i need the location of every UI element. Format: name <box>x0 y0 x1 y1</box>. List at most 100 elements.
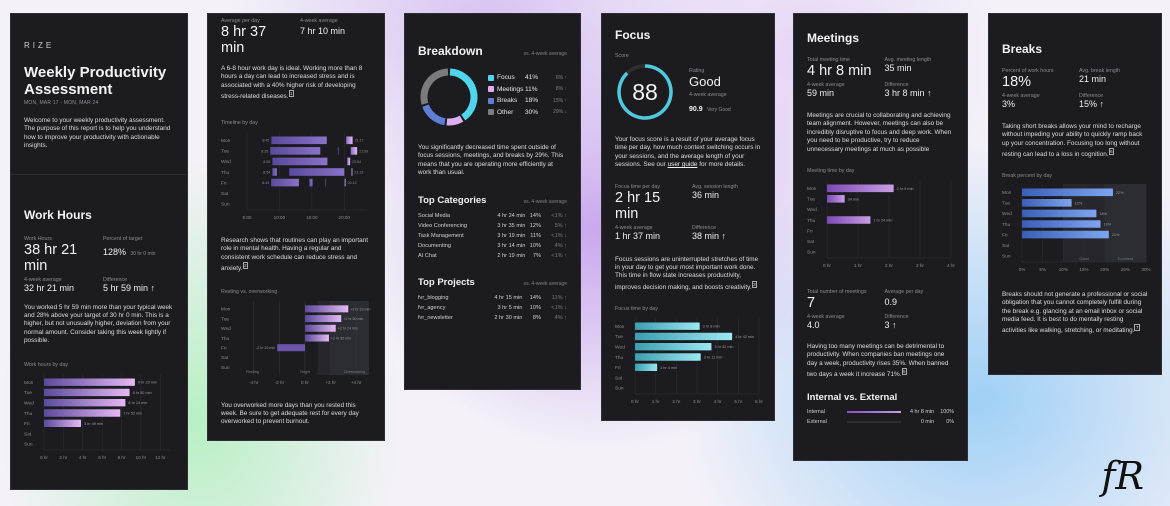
timeline-segment <box>271 178 299 187</box>
workday-description: A 6-8 hour work day is ideal. Working mo… <box>221 65 371 102</box>
x-tick-label: 8 hr <box>118 455 126 460</box>
bar <box>635 322 700 331</box>
breaks-4wk-label: 4-week average <box>1002 93 1040 99</box>
category-pct: 14% <box>529 212 541 219</box>
y-tick-label: Sat <box>807 239 815 245</box>
meeting-per-day-label: Average per day <box>884 289 924 296</box>
y-tick-label: Mon <box>1002 190 1012 196</box>
target-value: 30 hr 0 min <box>130 250 156 257</box>
start-time-label: 8:54 <box>263 170 270 174</box>
citation-5[interactable]: 5 <box>901 368 908 376</box>
focus-desc-text: Your focus score is a result of your ave… <box>615 136 761 169</box>
bar-value-label: 18% <box>1099 212 1107 216</box>
timeline-segment <box>272 167 277 176</box>
y-tick-label: Wed <box>221 326 231 332</box>
x-tick-label: 25% <box>1121 267 1130 272</box>
bar-value-label: 3 hr 49 min <box>84 421 103 425</box>
meeting-per-day-value: 0.9 <box>884 297 898 308</box>
timeline-segment <box>271 136 327 144</box>
project-delta: 11% ↑ <box>551 294 567 301</box>
category-row: Video Conferencing 3 hr 35 min 12% 5% ↑ <box>418 221 567 231</box>
start-time-label: 8:55 <box>263 160 270 164</box>
y-tick-label: Mon <box>615 324 625 330</box>
legend-delta: 15% ↑ <box>553 97 567 104</box>
y-tick-label: Sat <box>221 355 229 361</box>
y-tick-label: Thu <box>221 335 230 341</box>
top-categories-vs-label: vs. 4-week average <box>523 198 567 205</box>
bar-value-label: 21% <box>1112 233 1120 237</box>
citation-3[interactable]: 3 <box>751 280 758 288</box>
meetings-diff-label: Difference <box>884 82 909 88</box>
meeting-count-value: 7 <box>807 295 816 312</box>
bar-value-label: -2 hr 10 min <box>256 346 275 350</box>
timeline-chart: 5:00 10:00 15:00 20:00 Mon 8:45 21:17 Tue 8:35 21… <box>221 131 368 220</box>
bar <box>305 304 349 312</box>
legend-label: Meetings <box>497 85 524 93</box>
user-guide-link[interactable]: user guide <box>667 161 698 169</box>
y-tick-label: Sat <box>221 191 229 197</box>
report-title: Weekly Productivity Assessment <box>24 64 167 98</box>
meetings-4wk-value: 59 min <box>807 88 835 98</box>
bar-value-label: 2 hr 9 min <box>897 187 914 191</box>
category-time: 2 hr 19 min <box>497 252 526 259</box>
breakdown-card: Breakdown vs. 4-week average Focus 41% 6% … <box>404 13 581 390</box>
x-tick-label: 15:00 <box>306 215 318 220</box>
break-pct-value: 18% <box>1002 74 1032 90</box>
bar <box>635 343 712 351</box>
bar-value-label: +1 hr 52 min <box>331 336 351 340</box>
meetings-card: Meetings Total meeting time 4 hr 8 min Av… <box>793 13 968 461</box>
legend-delta: 29% ↓ <box>553 109 567 115</box>
sessions-copy: Focus sessions are uninterrupted stretch… <box>615 255 759 291</box>
focus-title: Focus <box>615 28 651 42</box>
y-tick-label: Sun <box>1002 253 1011 259</box>
project-row: fvr_agency 3 hr 5 min 10% <1% ↓ <box>418 303 567 313</box>
other-swatch <box>488 109 494 115</box>
x-tick-label: 3 hr <box>693 399 701 404</box>
ie-time: 4 hr 8 min <box>910 408 934 415</box>
citation-1[interactable]: 1 <box>288 90 295 98</box>
x-tick-label: 5 hr <box>734 399 742 404</box>
y-tick-label: Sun <box>807 250 816 256</box>
x-tick-label: +4 hr <box>351 380 362 385</box>
citation-6[interactable]: 6 <box>1108 148 1115 156</box>
internal-external-list: Internal 4 hr 8 min 100% External 0 min 0… <box>807 409 954 425</box>
project-time: 4 hr 15 min <box>494 294 523 301</box>
legend-other: Other 30% 29% ↓ <box>488 109 567 116</box>
timeline-segment <box>346 136 353 144</box>
timeline-chart-title: Timeline by day <box>221 119 258 126</box>
difference-label: Difference <box>103 276 128 283</box>
four-week-avg-value: 7 hr 10 min <box>300 26 346 36</box>
category-time: 3 hr 14 min <box>497 242 526 249</box>
y-tick-label: Tue <box>1002 200 1010 206</box>
focus-desc-tail: for more details. <box>697 161 746 169</box>
x-tick-label: 0 hr <box>823 263 831 268</box>
focus-per-day-value: 2 hr 15 min <box>615 189 661 222</box>
top-categories-title: Top Categories <box>418 194 487 206</box>
score-ring <box>617 64 673 120</box>
bar <box>277 343 305 351</box>
category-pct: 7% <box>532 252 541 259</box>
project-pct: 8% <box>532 314 541 321</box>
bar <box>305 314 342 322</box>
y-tick-label: Sun <box>24 441 33 447</box>
y-tick-label: Sun <box>615 386 624 392</box>
breakdown-legend: Focus 41% 6% ↑ Meetings 11% 8% ↑ Breaks 18% 15… <box>488 74 567 120</box>
legend-delta: 6% ↑ <box>555 74 567 81</box>
project-name: fvr_newsletter <box>418 314 453 321</box>
meetings-description: Meetings are crucial to collaborating an… <box>807 112 952 153</box>
y-tick-label: Fri <box>615 365 621 371</box>
x-tick-label: 10% <box>1059 267 1068 272</box>
breakdown-vs-label: vs. 4-week average <box>523 51 567 57</box>
citation-7[interactable]: 7 <box>1134 324 1140 332</box>
citation-2[interactable]: 2 <box>242 261 249 269</box>
percent-target-label: Percent of target <box>103 235 143 242</box>
y-tick-label: Mon <box>221 306 231 312</box>
legend-label: Other <box>497 108 514 116</box>
category-row: Documenting 3 hr 14 min 10% 4% ↑ <box>418 241 567 251</box>
category-delta: 5% ↑ <box>554 222 567 229</box>
count-diff-label: Difference <box>884 314 909 321</box>
ie-time: 0 min <box>920 418 934 425</box>
category-name: Social Media <box>418 212 451 219</box>
bar-value-label: 4 hr 42 min <box>735 335 754 339</box>
x-tick-label: 0 hr <box>40 455 48 460</box>
